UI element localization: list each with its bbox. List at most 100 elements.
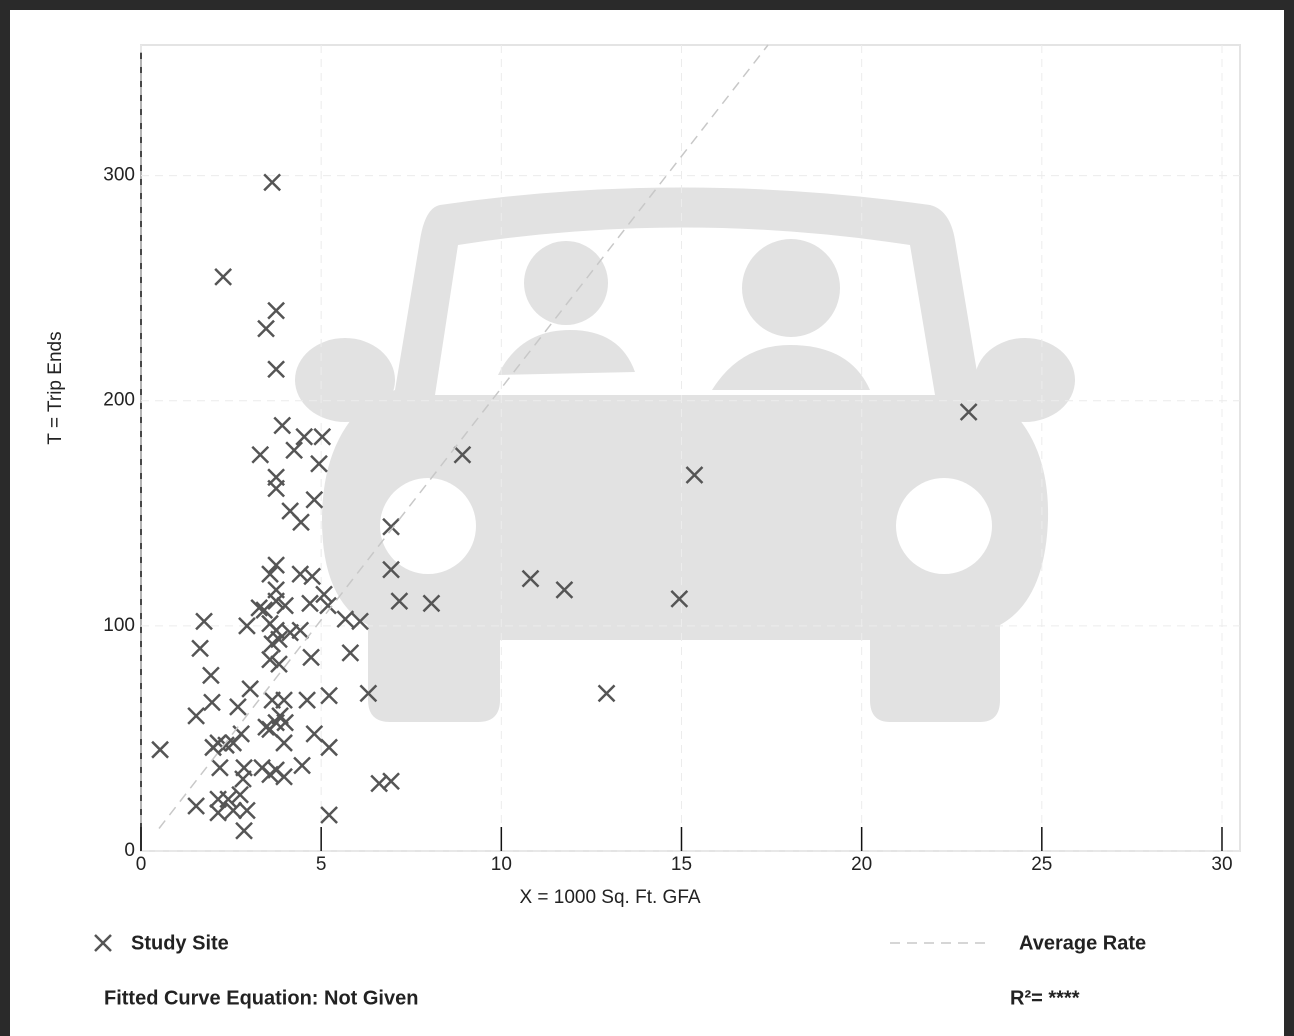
study-site-point	[303, 567, 322, 586]
study-site-point	[351, 612, 369, 631]
study-site-point	[597, 684, 616, 703]
study-site-point	[382, 772, 400, 791]
study-site-point	[313, 427, 332, 446]
study-site-point	[293, 756, 311, 775]
average-rate-line	[158, 44, 769, 829]
study-site-point	[310, 454, 328, 473]
study-site-point	[187, 797, 206, 815]
study-site-point	[305, 725, 324, 743]
study-site-point	[453, 445, 472, 464]
study-site-point	[670, 589, 689, 608]
study-site-point	[275, 767, 293, 786]
study-site-point	[261, 650, 279, 669]
study-site-point	[319, 596, 337, 615]
study-site-point	[390, 592, 409, 610]
y-tick-label: 300	[103, 165, 135, 186]
study-site-point	[257, 319, 275, 338]
study-site-point	[275, 734, 293, 752]
y-tick-label: 0	[124, 840, 135, 861]
x-tick-label: 15	[671, 854, 692, 875]
study-site-point	[521, 569, 540, 588]
study-site-point	[263, 173, 282, 192]
study-site-point	[267, 592, 286, 610]
study-site-point	[301, 594, 319, 613]
study-site-point	[231, 785, 249, 804]
r-squared: R²= ****	[1010, 987, 1080, 1009]
study-site-point	[187, 707, 206, 725]
legend-label: Study Site	[131, 932, 229, 954]
wheel	[896, 478, 992, 574]
x-tick-label: 30	[1211, 854, 1232, 875]
study-site-point	[295, 427, 314, 446]
study-site-point	[151, 740, 169, 759]
study-site-point	[305, 490, 324, 509]
study-site-point	[685, 466, 704, 484]
study-site-point	[267, 556, 286, 574]
study-site-point	[276, 596, 295, 615]
x-tick-label: 20	[851, 854, 872, 875]
legend-label: Average Rate	[1019, 932, 1146, 954]
study-site-point	[291, 621, 310, 640]
study-site-point	[271, 707, 289, 725]
x-tick-label: 5	[316, 854, 327, 875]
study-site-point	[302, 648, 320, 667]
study-site-point	[219, 790, 238, 809]
x-axis-label: X = 1000 Sq. Ft. GFA	[519, 887, 700, 908]
study-site-point	[255, 601, 274, 619]
x-tick-label: 25	[1031, 854, 1052, 875]
study-site-point	[285, 441, 304, 460]
study-site-point	[270, 655, 288, 674]
study-site-point	[209, 803, 227, 822]
study-site-point	[261, 765, 279, 784]
fitted-curve: Fitted Curve Equation: Not Given	[104, 987, 418, 1009]
study-site-point	[229, 698, 247, 716]
study-site-point	[267, 360, 286, 379]
study-site-point	[273, 416, 292, 435]
study-site-point	[320, 738, 338, 757]
study-site-point	[234, 770, 252, 788]
study-site-point	[235, 821, 253, 840]
study-site-point	[261, 565, 279, 583]
legend-marker	[94, 934, 112, 952]
study-site-point	[202, 666, 220, 685]
study-site-point	[224, 734, 243, 752]
study-site-point	[203, 693, 221, 712]
study-site-point	[257, 718, 275, 737]
study-site-point	[214, 268, 233, 286]
x-tick-label: 0	[136, 854, 147, 875]
study-site-point	[238, 801, 256, 820]
study-site-point	[336, 610, 355, 628]
study-site-point	[359, 684, 378, 703]
study-site-point	[382, 560, 400, 579]
study-site-point	[959, 403, 978, 421]
y-tick-label: 100	[103, 615, 135, 636]
study-site-point	[250, 598, 269, 617]
study-site-point	[275, 691, 293, 710]
y-axis-label: T = Trip Ends	[45, 331, 66, 444]
study-site-point	[224, 801, 243, 820]
study-site-point	[315, 585, 333, 604]
wheel	[380, 478, 476, 574]
study-site-point	[191, 639, 209, 658]
study-site-point	[241, 680, 260, 698]
study-site-point	[267, 479, 286, 498]
study-site-point	[238, 616, 256, 635]
study-site-point	[195, 612, 213, 631]
study-site-point	[422, 594, 441, 613]
study-site-point	[382, 517, 400, 536]
study-site-point	[341, 643, 360, 662]
study-site-point	[320, 686, 338, 705]
y-tick-label: 200	[103, 390, 135, 411]
study-site-point	[263, 634, 282, 653]
x-tick-label: 10	[491, 854, 512, 875]
study-site-point	[320, 806, 338, 824]
study-site-point	[555, 580, 574, 599]
car-watermark	[295, 187, 1075, 722]
study-site-point	[298, 691, 316, 710]
study-site-point	[211, 758, 229, 777]
study-site-point	[251, 445, 270, 464]
study-site-point	[292, 513, 310, 532]
